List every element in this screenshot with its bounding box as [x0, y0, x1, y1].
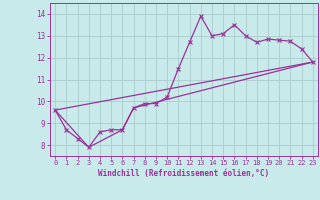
- X-axis label: Windchill (Refroidissement éolien,°C): Windchill (Refroidissement éolien,°C): [99, 169, 269, 178]
